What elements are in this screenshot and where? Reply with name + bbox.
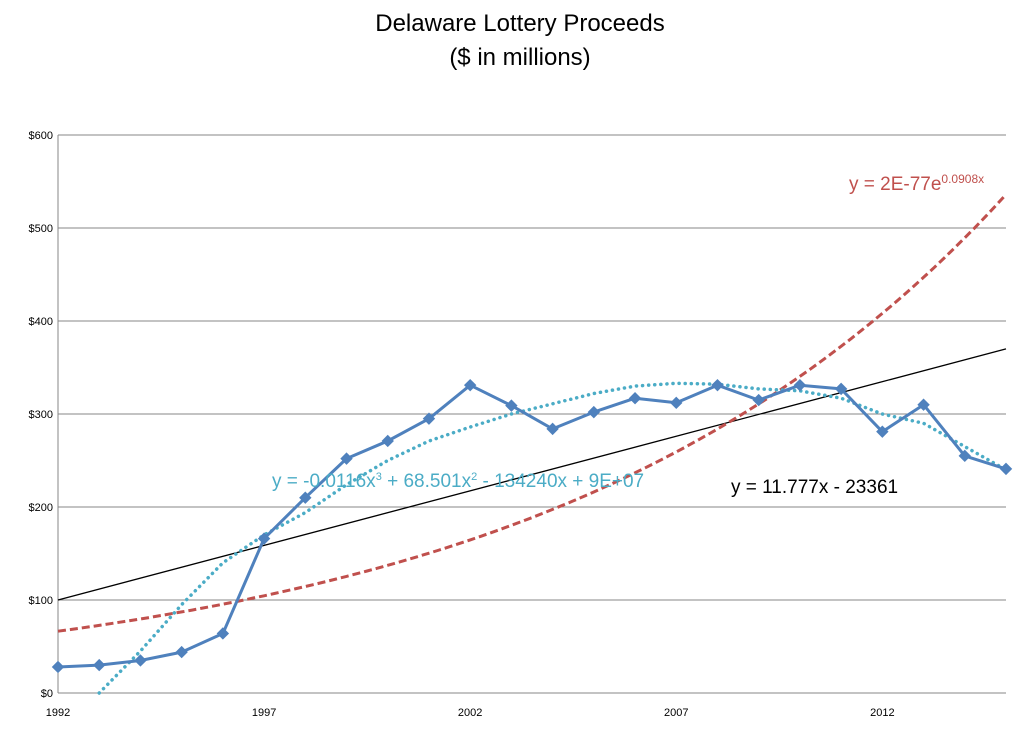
data-point [299, 491, 312, 504]
data-point [628, 391, 642, 405]
data-point [257, 532, 271, 545]
data-point [999, 462, 1013, 476]
trendlines [57, 193, 1008, 695]
polynomial-equation-term: + 68.501x [382, 471, 472, 492]
data-point [546, 422, 559, 436]
data-point [587, 405, 601, 419]
data-point [876, 425, 889, 438]
data-point [670, 396, 683, 410]
data-point [711, 378, 724, 392]
data-series [51, 378, 1013, 674]
y-tick-label: $200 [29, 502, 53, 514]
tick-labels: $0 $100 $200 $300 $400 $500 $600 1992 1997 2002 20… [29, 130, 895, 719]
x-tick-label: 1992 [46, 707, 70, 719]
data-point [958, 449, 971, 463]
y-tick-label: $600 [29, 130, 53, 142]
y-tick-label: $0 [41, 688, 53, 700]
data-point [381, 434, 394, 448]
series-line [57, 383, 1007, 669]
data-point [175, 645, 188, 659]
data-point [463, 378, 477, 392]
polynomial-equation-term: y = -0.0116x [272, 471, 376, 492]
x-tick-label: 1997 [252, 707, 276, 719]
chart-title: Delaware Lottery Proceeds [375, 10, 665, 37]
x-tick-label: 2002 [458, 707, 482, 719]
y-tick-label: $500 [29, 223, 53, 235]
linear-equation: y = 11.777x - 23361 [731, 477, 898, 498]
data-point [505, 399, 518, 412]
linear-trendline [57, 348, 1007, 601]
exponential-trendline [57, 193, 1008, 633]
data-point [752, 393, 765, 407]
exponential-equation-base: y = 2E-77e [849, 174, 941, 195]
polynomial-equation-term: - 134240x + 9E+07 [477, 471, 644, 492]
data-point [134, 654, 147, 667]
exponential-equation-exponent: 0.0908x [941, 172, 984, 186]
polynomial-equation-exponent: 2 [471, 471, 477, 483]
x-tick-label: 2007 [664, 707, 688, 719]
data-point [834, 382, 848, 396]
data-point [93, 658, 106, 672]
y-tick-label: $100 [29, 595, 53, 607]
data-point [216, 627, 230, 640]
y-tick-label: $400 [29, 316, 53, 328]
data-point [51, 660, 65, 674]
data-point [793, 378, 807, 392]
data-point [340, 452, 353, 465]
data-point [422, 412, 436, 425]
chart-subtitle: ($ in millions) [449, 44, 591, 71]
gridlines [58, 134, 1006, 601]
polynomial-equation: y = -0.0116x3 + 68.501x2 - 134240x + 9E+… [272, 471, 644, 492]
y-tick-label: $300 [29, 409, 53, 421]
polynomial-equation-exponent: 3 [376, 471, 382, 483]
data-point [917, 398, 930, 411]
x-tick-label: 2012 [870, 707, 894, 719]
exponential-equation: y = 2E-77e0.0908x [849, 172, 984, 195]
